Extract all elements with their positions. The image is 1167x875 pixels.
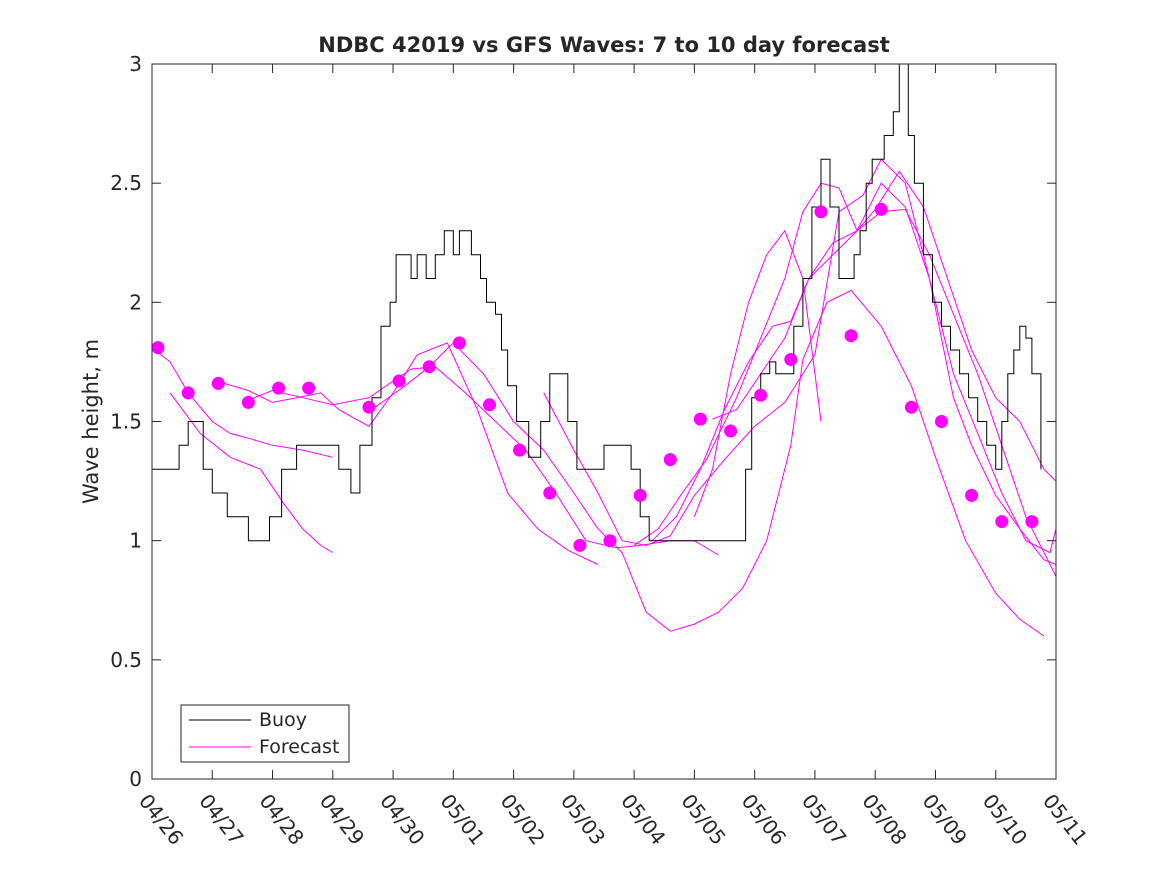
x-tick-label: 05/06: [737, 789, 791, 849]
y-axis-label: Wave height, m: [79, 339, 103, 504]
forecast-series-line-0: [151, 347, 333, 458]
legend-label-forecast: Forecast: [259, 736, 339, 758]
forecast-point: [633, 488, 647, 502]
forecast-point: [663, 453, 677, 467]
forecast-point: [513, 443, 527, 457]
x-tick-label: 05/11: [1038, 789, 1092, 849]
forecast-point: [302, 381, 316, 395]
x-tick-label: 05/02: [496, 789, 550, 849]
x-tick-label: 04/27: [194, 789, 248, 849]
forecast-point: [693, 412, 707, 426]
x-tick-label: 05/09: [918, 789, 972, 849]
forecast-point: [754, 388, 768, 402]
x-tick-label: 05/08: [857, 789, 911, 849]
forecast-point: [965, 488, 979, 502]
forecast-series-line-7: [712, 208, 1057, 577]
forecast-point: [995, 515, 1009, 529]
forecast-point: [241, 395, 255, 409]
forecast-series-line-6: [633, 170, 1057, 546]
forecast-point: [874, 202, 888, 216]
forecast-series-line-3: [242, 366, 719, 556]
x-tick-label: 05/07: [797, 789, 851, 849]
forecast-point: [935, 415, 948, 428]
forecast-series-line-8: [651, 182, 1057, 554]
forecast-point: [784, 353, 798, 366]
y-tick-label: 2.5: [110, 171, 142, 195]
y-tick-label: 0.5: [110, 648, 142, 672]
x-tick-label: 04/30: [375, 789, 429, 849]
forecast-point: [151, 341, 165, 355]
x-tick-label: 04/29: [315, 789, 369, 849]
x-tick-label: 05/04: [616, 789, 670, 849]
x-tick-label: 05/01: [435, 789, 489, 849]
y-tick-label: 1: [129, 529, 142, 553]
forecast-point: [483, 398, 496, 412]
forecast-point: [272, 381, 286, 395]
forecast-point: [724, 424, 738, 438]
chart-title: NDBC 42019 vs GFS Waves: 7 to 10 day for…: [318, 33, 889, 57]
forecast-series-line-1: [169, 392, 334, 554]
forecast-point: [422, 360, 436, 374]
y-tick-label: 1.5: [110, 410, 142, 434]
forecast-point: [543, 486, 557, 500]
x-tick-label: 05/10: [978, 789, 1032, 849]
forecast-point: [904, 400, 918, 414]
forecast-point: [814, 205, 828, 219]
x-tick-label: 05/05: [676, 789, 730, 849]
forecast-point: [573, 538, 587, 552]
forecast-series-line-9: [693, 229, 822, 517]
forecast-point: [1025, 515, 1039, 529]
legend: Buoy Forecast: [180, 704, 350, 763]
forecast-point: [392, 374, 406, 388]
forecast-point: [452, 336, 466, 350]
y-tick-label: 2: [129, 290, 142, 314]
x-tick-label: 04/26: [134, 789, 188, 849]
plot-area: [151, 63, 1057, 637]
forecast-point: [603, 534, 617, 548]
forecast-series-line-4: [374, 289, 1045, 637]
forecast-series-line-5: [543, 158, 1057, 565]
forecast-point: [362, 400, 376, 414]
y-tick-label: 3: [129, 52, 142, 76]
legend-label-buoy: Buoy: [259, 709, 307, 731]
legend-box: [180, 704, 350, 763]
forecast-series-line-2: [224, 342, 599, 565]
x-tick-label: 05/03: [556, 789, 610, 849]
forecast-point: [211, 376, 225, 390]
forecast-point: [844, 329, 858, 343]
forecast-point: [181, 386, 195, 400]
x-tick-label: 04/28: [255, 789, 309, 849]
y-tick-label: 0: [129, 767, 142, 791]
buoy-series-line: [152, 63, 1042, 542]
axes-box: [151, 63, 1057, 780]
